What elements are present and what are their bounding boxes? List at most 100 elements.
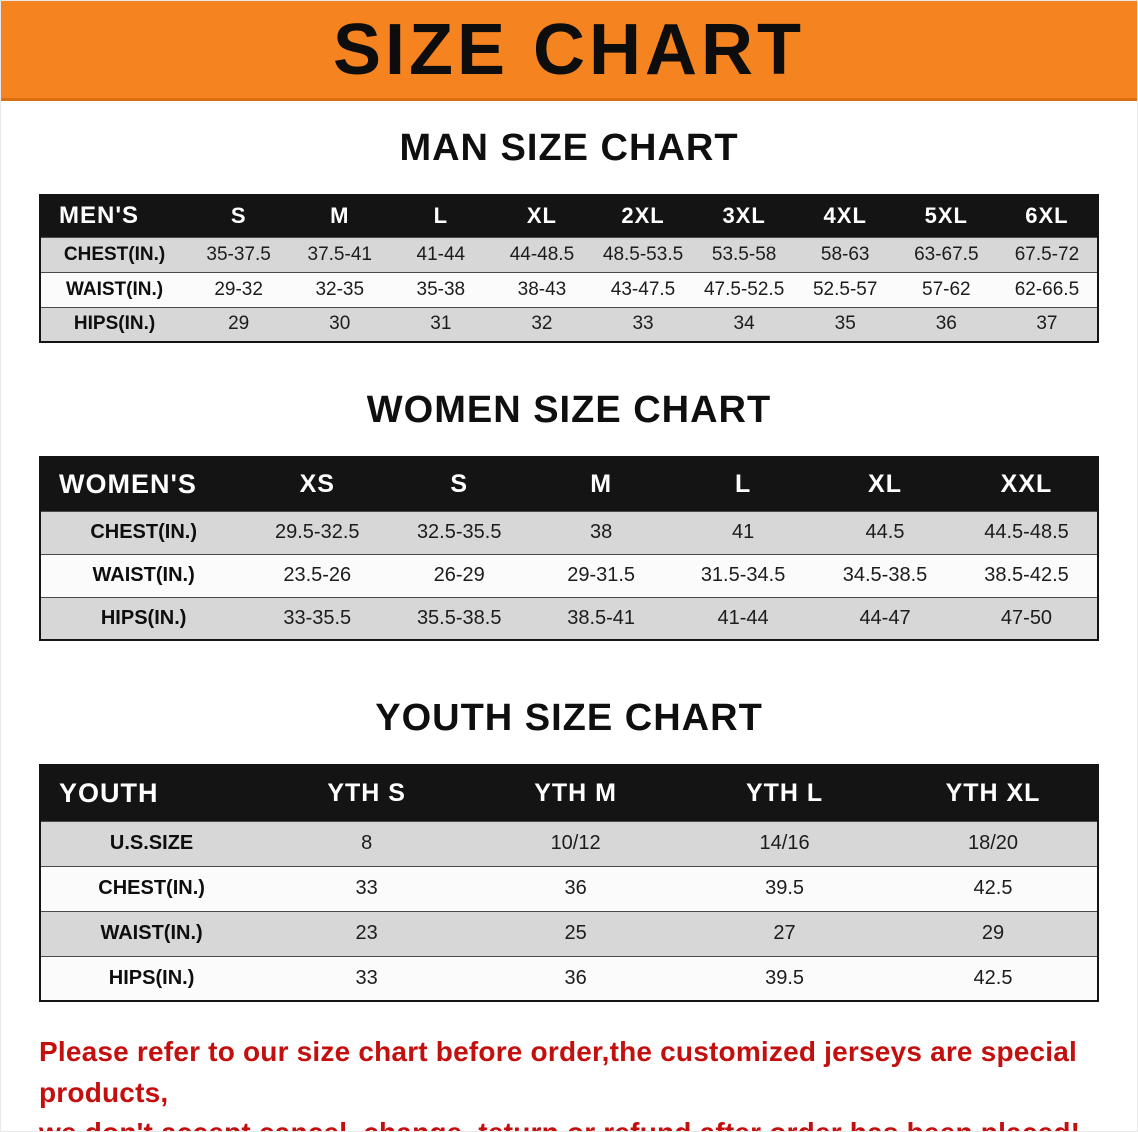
cell: 32-35	[289, 271, 391, 307]
cell: 57-62	[895, 271, 997, 307]
cell: 38	[530, 510, 673, 554]
cell: 47.5-52.5	[693, 271, 795, 307]
women-size-s: S	[388, 457, 531, 511]
page-title: SIZE CHART	[333, 9, 805, 90]
cell: 33	[592, 306, 694, 342]
youth-section: YOUTH SIZE CHART YOUTH YTH S YTH M YTH L…	[1, 697, 1137, 1002]
cell: 63-67.5	[895, 236, 997, 272]
cell: 18/20	[889, 820, 1098, 866]
cell: 41-44	[672, 596, 815, 640]
men-size-3xl: 3XL	[693, 195, 795, 237]
cell: 38.5-41	[530, 596, 673, 640]
disclaimer-line-2: we don't accept cancel, change, teturn o…	[39, 1113, 1137, 1131]
youth-hips-row: HIPS(IN.) 33 36 39.5 42.5	[40, 955, 1098, 1001]
cell: 27	[680, 910, 890, 956]
cell: 33	[262, 865, 472, 911]
cell: 62-66.5	[996, 271, 1098, 307]
cell: 39.5	[680, 955, 890, 1001]
cell: 41	[672, 510, 815, 554]
men-size-6xl: 6XL	[996, 195, 1098, 237]
youth-ussize-row: U.S.SIZE 8 10/12 14/16 18/20	[40, 820, 1098, 866]
women-chest-row: CHEST(IN.) 29.5-32.5 32.5-35.5 38 41 44.…	[40, 510, 1098, 554]
cell: 58-63	[794, 236, 896, 272]
cell: 23	[262, 910, 472, 956]
youth-size-l: YTH L	[680, 765, 890, 821]
row-label: CHEST(IN.)	[40, 865, 263, 911]
row-label: HIPS(IN.)	[40, 955, 263, 1001]
men-waist-row: WAIST(IN.) 29-32 32-35 35-38 38-43 43-47…	[40, 271, 1098, 307]
cell: 29-32	[188, 271, 290, 307]
row-label: HIPS(IN.)	[40, 596, 247, 640]
disclaimer: Please refer to our size chart before or…	[39, 1032, 1137, 1131]
youth-size-table: YOUTH YTH S YTH M YTH L YTH XL U.S.SIZE …	[39, 764, 1099, 1002]
women-size-m: M	[530, 457, 673, 511]
cell: 35.5-38.5	[388, 596, 531, 640]
cell: 35	[794, 306, 896, 342]
cell: 44.5	[814, 510, 956, 554]
cell: 37.5-41	[289, 236, 391, 272]
cell: 23.5-26	[246, 553, 389, 597]
men-table-title: MEN'S	[40, 195, 189, 237]
cell: 39.5	[680, 865, 890, 911]
disclaimer-line-1: Please refer to our size chart before or…	[39, 1036, 1078, 1108]
cell: 25	[471, 910, 681, 956]
men-size-xl: XL	[491, 195, 593, 237]
youth-table-title: YOUTH	[40, 765, 263, 821]
cell: 67.5-72	[996, 236, 1098, 272]
women-table-title: WOMEN'S	[40, 457, 247, 511]
men-size-4xl: 4XL	[794, 195, 896, 237]
cell: 32.5-35.5	[388, 510, 531, 554]
women-size-xl: XL	[814, 457, 956, 511]
row-label: CHEST(IN.)	[40, 510, 247, 554]
cell: 29-31.5	[530, 553, 673, 597]
cell: 35-37.5	[188, 236, 290, 272]
cell: 31.5-34.5	[672, 553, 815, 597]
cell: 42.5	[889, 955, 1098, 1001]
men-size-5xl: 5XL	[895, 195, 997, 237]
cell: 38-43	[491, 271, 593, 307]
cell: 35-38	[390, 271, 492, 307]
row-label: CHEST(IN.)	[40, 236, 189, 272]
men-hips-row: HIPS(IN.) 29 30 31 32 33 34 35 36 37	[40, 306, 1098, 342]
cell: 30	[289, 306, 391, 342]
women-waist-row: WAIST(IN.) 23.5-26 26-29 29-31.5 31.5-34…	[40, 553, 1098, 597]
row-label: WAIST(IN.)	[40, 271, 189, 307]
cell: 14/16	[680, 820, 890, 866]
women-header-row: WOMEN'S XS S M L XL XXL	[40, 457, 1098, 511]
men-header-row: MEN'S S M L XL 2XL 3XL 4XL 5XL 6XL	[40, 195, 1098, 237]
cell: 52.5-57	[794, 271, 896, 307]
cell: 10/12	[471, 820, 681, 866]
women-size-xxl: XXL	[955, 457, 1098, 511]
youth-size-m: YTH M	[471, 765, 681, 821]
women-size-l: L	[672, 457, 815, 511]
cell: 31	[390, 306, 492, 342]
cell: 42.5	[889, 865, 1098, 911]
row-label: WAIST(IN.)	[40, 553, 247, 597]
cell: 44.5-48.5	[955, 510, 1098, 554]
youth-header-row: YOUTH YTH S YTH M YTH L YTH XL	[40, 765, 1098, 821]
cell: 26-29	[388, 553, 531, 597]
row-label: HIPS(IN.)	[40, 306, 189, 342]
cell: 29	[889, 910, 1098, 956]
cell: 36	[895, 306, 997, 342]
cell: 47-50	[955, 596, 1098, 640]
cell: 29.5-32.5	[246, 510, 389, 554]
women-size-table: WOMEN'S XS S M L XL XXL CHEST(IN.) 29.5-…	[39, 456, 1099, 641]
cell: 41-44	[390, 236, 492, 272]
men-heading: MAN SIZE CHART	[399, 127, 739, 169]
cell: 48.5-53.5	[592, 236, 694, 272]
women-size-xs: XS	[246, 457, 389, 511]
cell: 34.5-38.5	[814, 553, 956, 597]
youth-heading: YOUTH SIZE CHART	[375, 697, 763, 739]
men-section: MAN SIZE CHART MEN'S S M L XL 2XL 3XL 4X…	[1, 127, 1137, 343]
row-label: U.S.SIZE	[40, 820, 263, 866]
women-heading: WOMEN SIZE CHART	[366, 389, 772, 431]
cell: 53.5-58	[693, 236, 795, 272]
men-size-table: MEN'S S M L XL 2XL 3XL 4XL 5XL 6XL CHEST…	[39, 194, 1099, 343]
youth-waist-row: WAIST(IN.) 23 25 27 29	[40, 910, 1098, 956]
men-size-l: L	[390, 195, 492, 237]
cell: 44-48.5	[491, 236, 593, 272]
men-size-s: S	[188, 195, 290, 237]
cell: 36	[471, 955, 681, 1001]
